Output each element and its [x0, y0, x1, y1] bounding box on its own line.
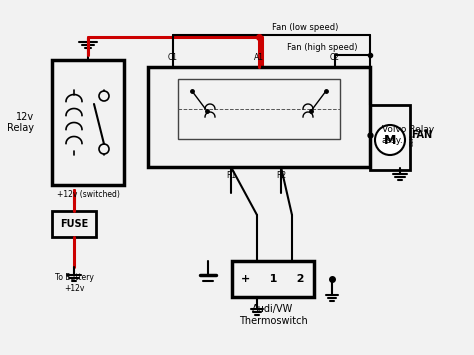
Circle shape	[375, 125, 405, 155]
Bar	[178, 79, 340, 139]
Text: A1: A1	[254, 54, 264, 62]
Text: Audi/VW
Thermoswitch: Audi/VW Thermoswitch	[238, 304, 307, 326]
Text: R1: R1	[226, 171, 236, 180]
Bar	[148, 67, 370, 167]
Text: M: M	[384, 133, 396, 147]
Bar	[370, 105, 410, 170]
Text: +     1     2: + 1 2	[241, 274, 305, 284]
Text: +12v (switched): +12v (switched)	[57, 191, 120, 200]
Text: BLK: BLK	[410, 134, 414, 146]
Text: FUSE: FUSE	[60, 219, 88, 229]
Text: R2: R2	[276, 171, 286, 180]
Text: 12v
Relay: 12v Relay	[7, 112, 34, 133]
Text: Fan (low speed): Fan (low speed)	[272, 23, 338, 33]
Text: C1: C1	[168, 54, 178, 62]
Text: Volvo Relay
assy.: Volvo Relay assy.	[382, 125, 434, 145]
Text: Fan (high speed): Fan (high speed)	[287, 44, 357, 53]
Text: C2: C2	[330, 54, 340, 62]
Text: FAN: FAN	[411, 130, 433, 140]
Bar	[52, 211, 96, 237]
Bar	[232, 261, 314, 297]
Bar	[52, 60, 124, 185]
Text: To Battery
+12v: To Battery +12v	[55, 273, 93, 293]
